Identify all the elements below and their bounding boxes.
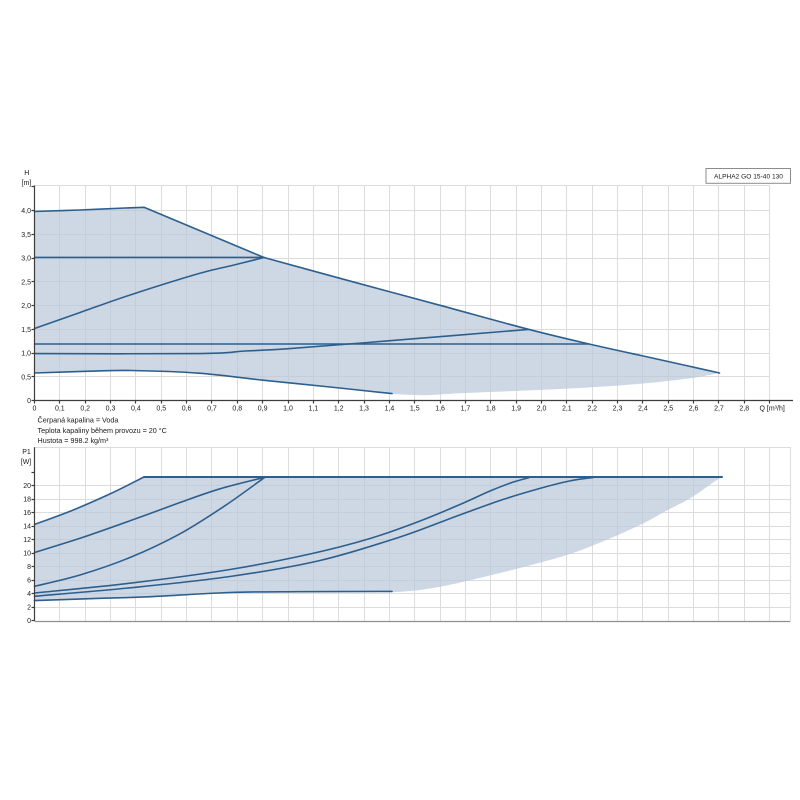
svg-text:2,5: 2,5 [21, 279, 31, 286]
svg-text:16: 16 [23, 510, 31, 517]
svg-text:2: 2 [27, 605, 31, 612]
svg-text:Hustota = 998.2 kg/m³: Hustota = 998.2 kg/m³ [38, 436, 110, 445]
svg-text:0: 0 [33, 406, 37, 413]
svg-text:2,8: 2,8 [739, 406, 749, 413]
svg-text:ALPHA2 GO 15-40 130: ALPHA2 GO 15-40 130 [714, 174, 783, 181]
svg-text:1,5: 1,5 [21, 327, 31, 334]
svg-text:0,2: 0,2 [80, 406, 90, 413]
svg-text:Čerpaná kapalina = Voda: Čerpaná kapalina = Voda [38, 416, 119, 425]
svg-text:1,0: 1,0 [283, 406, 293, 413]
svg-text:3,5: 3,5 [21, 232, 31, 239]
svg-text:0,5: 0,5 [156, 406, 166, 413]
svg-text:4,0: 4,0 [21, 208, 31, 215]
svg-text:0,3: 0,3 [106, 406, 116, 413]
svg-text:0,7: 0,7 [207, 406, 217, 413]
svg-text:1,4: 1,4 [385, 406, 395, 413]
svg-text:0,4: 0,4 [131, 406, 141, 413]
svg-text:1,3: 1,3 [359, 406, 369, 413]
svg-text:2,0: 2,0 [21, 303, 31, 310]
svg-text:0,9: 0,9 [258, 406, 268, 413]
svg-text:2,1: 2,1 [562, 406, 572, 413]
svg-text:14: 14 [23, 524, 31, 531]
svg-text:2,0: 2,0 [537, 406, 547, 413]
svg-text:Q [m³/h]: Q [m³/h] [760, 406, 785, 413]
svg-text:1,1: 1,1 [308, 406, 318, 413]
svg-text:12: 12 [23, 537, 31, 544]
svg-text:2,5: 2,5 [663, 406, 673, 413]
svg-text:1,7: 1,7 [461, 406, 471, 413]
svg-text:1,5: 1,5 [410, 406, 420, 413]
svg-text:2,7: 2,7 [714, 406, 724, 413]
svg-text:2,2: 2,2 [587, 406, 597, 413]
svg-text:4: 4 [27, 591, 31, 598]
svg-text:0: 0 [27, 398, 31, 405]
svg-text:[m]: [m] [22, 180, 32, 187]
svg-text:10: 10 [23, 551, 31, 558]
svg-text:[W]: [W] [21, 459, 32, 466]
svg-text:1,2: 1,2 [334, 406, 344, 413]
svg-text:0,8: 0,8 [232, 406, 242, 413]
svg-text:2,6: 2,6 [689, 406, 699, 413]
svg-text:6: 6 [27, 578, 31, 585]
svg-text:P1: P1 [22, 449, 31, 456]
svg-text:Teplota kapaliny během provozu: Teplota kapaliny během provozu = 20 °C [38, 426, 167, 435]
svg-text:0: 0 [27, 618, 31, 625]
svg-text:0,5: 0,5 [21, 374, 31, 381]
svg-text:0,6: 0,6 [182, 406, 192, 413]
svg-text:3,0: 3,0 [21, 256, 31, 263]
svg-text:20: 20 [23, 483, 31, 490]
svg-text:1,0: 1,0 [21, 351, 31, 358]
svg-text:H: H [24, 170, 29, 177]
svg-text:2,4: 2,4 [638, 406, 648, 413]
svg-text:0,1: 0,1 [55, 406, 65, 413]
svg-text:1,9: 1,9 [511, 406, 521, 413]
svg-text:2,3: 2,3 [613, 406, 623, 413]
svg-text:18: 18 [23, 497, 31, 504]
svg-text:1,6: 1,6 [435, 406, 445, 413]
svg-text:8: 8 [27, 564, 31, 571]
svg-text:1,8: 1,8 [486, 406, 496, 413]
